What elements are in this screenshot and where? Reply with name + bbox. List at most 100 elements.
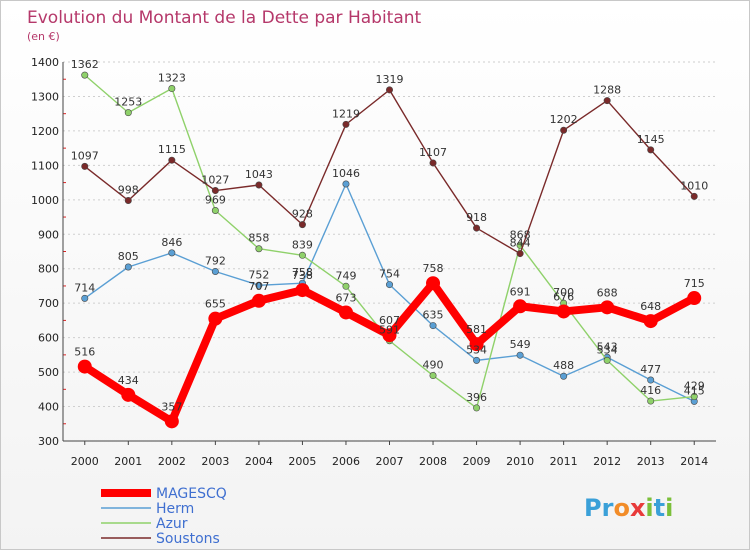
x-tick-2013: 2013 xyxy=(637,455,665,468)
point-soustons-2008 xyxy=(429,159,437,167)
label-herm-2003: 792 xyxy=(205,254,226,267)
y-tick-400: 400 xyxy=(38,401,59,414)
point-herm-2008 xyxy=(429,322,437,330)
label-soustons-2014: 1010 xyxy=(680,179,708,192)
label-azur-2009: 396 xyxy=(466,391,487,404)
logo-letter: x xyxy=(630,494,646,522)
x-tick-2012: 2012 xyxy=(593,455,621,468)
x-tick-2014: 2014 xyxy=(680,455,708,468)
legend-label-soustons: Soustons xyxy=(156,531,220,547)
label-herm-2000: 714 xyxy=(74,281,95,294)
x-tick-2007: 2007 xyxy=(376,455,404,468)
point-herm-2003 xyxy=(211,267,219,275)
label-herm-2001: 805 xyxy=(118,250,139,263)
point-herm-2009 xyxy=(473,356,481,364)
label-herm-2007: 754 xyxy=(379,268,400,281)
point-azur-2003 xyxy=(211,206,219,214)
y-tick-1300: 1300 xyxy=(31,90,59,103)
y-tick-1000: 1000 xyxy=(31,194,59,207)
point-soustons-2003 xyxy=(211,187,219,195)
label-magescq-2001: 434 xyxy=(118,374,139,387)
point-azur-2001 xyxy=(124,109,132,117)
x-tick-2005: 2005 xyxy=(288,455,316,468)
point-soustons-2001 xyxy=(124,197,132,205)
point-magescq-2000 xyxy=(77,359,92,374)
point-herm-2000 xyxy=(81,294,89,302)
point-azur-2009 xyxy=(473,404,481,412)
point-azur-2013 xyxy=(647,397,655,405)
label-soustons-2013: 1145 xyxy=(637,133,665,146)
label-magescq-2011: 676 xyxy=(553,290,574,303)
point-herm-2006 xyxy=(342,180,350,188)
label-magescq-2005: 738 xyxy=(292,269,313,282)
grid xyxy=(63,61,716,442)
y-tick-300: 300 xyxy=(38,435,59,448)
point-herm-2010 xyxy=(516,351,524,359)
x-tick-2006: 2006 xyxy=(332,455,360,468)
label-herm-2008: 635 xyxy=(423,309,444,322)
point-soustons-2006 xyxy=(342,120,350,128)
logo-letter: o xyxy=(613,494,630,522)
label-magescq-2007: 607 xyxy=(379,314,400,327)
label-magescq-2013: 648 xyxy=(640,300,661,313)
label-soustons-2010: 844 xyxy=(510,237,531,250)
point-soustons-2011 xyxy=(560,126,568,134)
label-soustons-2011: 1202 xyxy=(550,113,578,126)
label-soustons-2008: 1107 xyxy=(419,146,447,159)
logo-letter: P xyxy=(584,494,602,522)
label-magescq-2003: 655 xyxy=(205,298,226,311)
point-azur-2002 xyxy=(168,85,176,93)
label-azur-2013: 416 xyxy=(640,384,661,397)
point-magescq-2002 xyxy=(164,414,179,429)
chart-unit: (en €) xyxy=(27,30,60,43)
label-herm-2006: 1046 xyxy=(332,167,360,180)
logo-letter: i xyxy=(665,494,673,522)
logo-letter: t xyxy=(654,494,665,522)
label-magescq-2002: 357 xyxy=(161,400,182,413)
point-magescq-2003 xyxy=(208,311,223,326)
logo-letter: r xyxy=(602,494,614,522)
point-magescq-2007 xyxy=(382,328,397,343)
point-herm-2004 xyxy=(255,281,263,289)
point-soustons-2007 xyxy=(385,86,393,94)
label-magescq-2000: 516 xyxy=(74,346,95,359)
point-soustons-2010 xyxy=(516,250,524,258)
label-azur-2003: 969 xyxy=(205,193,226,206)
point-azur-2000 xyxy=(81,71,89,79)
point-magescq-2010 xyxy=(513,299,528,314)
label-soustons-2007: 1319 xyxy=(376,73,404,86)
point-magescq-2006 xyxy=(338,305,353,320)
label-azur-2014: 429 xyxy=(684,380,705,393)
point-magescq-2005 xyxy=(295,283,310,298)
label-soustons-2004: 1043 xyxy=(245,168,273,181)
point-magescq-2008 xyxy=(426,276,441,291)
label-azur-2006: 749 xyxy=(335,269,356,282)
x-tick-2000: 2000 xyxy=(71,455,99,468)
label-magescq-2009: 581 xyxy=(466,323,487,336)
label-azur-2008: 490 xyxy=(423,359,444,372)
label-soustons-2001: 998 xyxy=(118,184,139,197)
label-herm-2010: 549 xyxy=(510,338,531,351)
x-tick-2003: 2003 xyxy=(201,455,229,468)
point-magescq-2014 xyxy=(687,291,702,306)
axes: 300 400 500 600 700 800 900 1000 1100 1200 1300 140… xyxy=(31,56,716,468)
label-herm-2012: 543 xyxy=(597,340,618,353)
label-soustons-2000: 1097 xyxy=(71,149,99,162)
label-azur-2012: 534 xyxy=(597,343,618,356)
label-azur-2005: 839 xyxy=(292,238,313,251)
point-magescq-2009 xyxy=(469,337,484,352)
label-soustons-2012: 1288 xyxy=(593,84,621,97)
label-herm-2011: 488 xyxy=(553,359,574,372)
x-tick-2008: 2008 xyxy=(419,455,447,468)
x-tick-2009: 2009 xyxy=(463,455,491,468)
label-soustons-2002: 1115 xyxy=(158,143,186,156)
point-azur-2014 xyxy=(690,393,698,401)
x-tick-2010: 2010 xyxy=(506,455,534,468)
label-soustons-2009: 918 xyxy=(466,211,487,224)
label-herm-2002: 846 xyxy=(161,236,182,249)
point-azur-2005 xyxy=(298,251,306,259)
point-soustons-2000 xyxy=(81,162,89,170)
x-tick-2002: 2002 xyxy=(158,455,186,468)
point-soustons-2009 xyxy=(473,224,481,232)
